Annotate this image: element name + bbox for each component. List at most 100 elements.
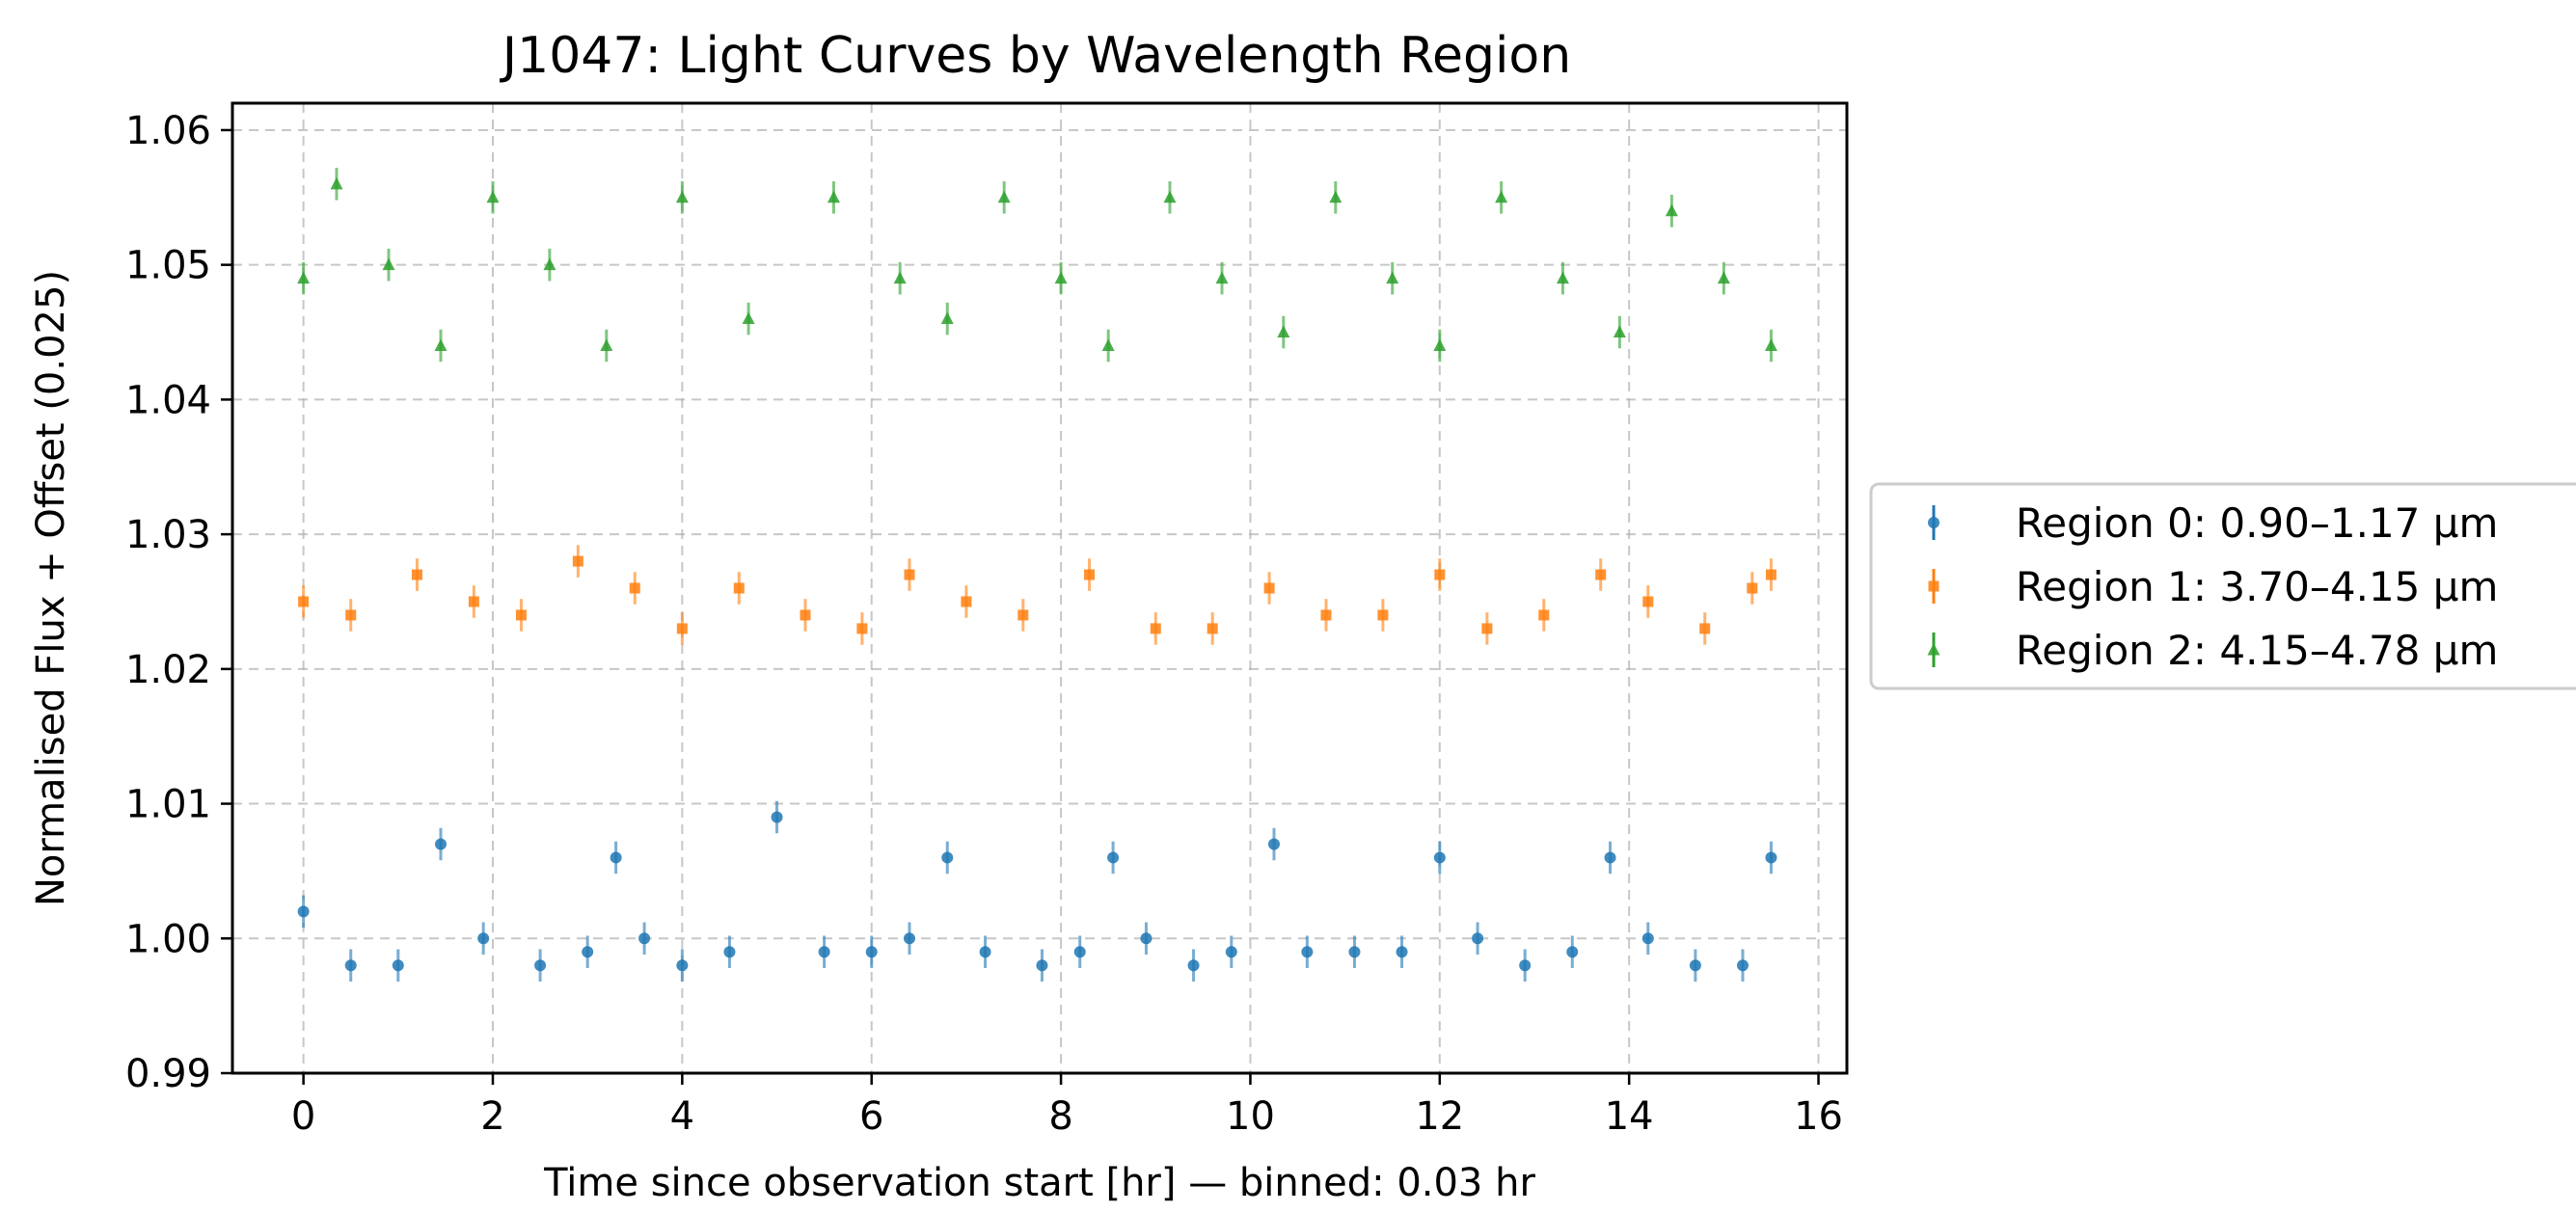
data-point [1225,946,1237,958]
data-point [1073,946,1086,958]
data-point [629,582,640,594]
data-point [1595,569,1607,580]
data-point [1433,338,1447,351]
data-point [1107,851,1120,864]
data-point [676,623,688,634]
data-point [1187,959,1200,972]
data-point [1689,959,1701,972]
data-point [468,596,479,607]
data-point [742,311,755,325]
y-tick-label: 1.05 [125,244,211,288]
data-point [1613,325,1626,338]
y-tick-label: 1.01 [125,783,211,827]
data-point [610,851,622,864]
x-tick-label: 0 [291,1094,315,1139]
data-point [572,555,583,567]
x-axis: 0 2 4 6 8 10 12 14 16 [291,1073,1843,1139]
data-point [893,271,907,284]
data-point [1140,932,1152,945]
data-point [1263,582,1275,594]
y-tick-label: 1.02 [125,648,211,692]
legend-box [1869,482,2576,690]
x-tick-label: 8 [1048,1094,1072,1139]
chart-title: J1047: Light Curves by Wavelength Region [500,27,1571,85]
series-1 [298,545,1776,645]
data-point [1386,271,1399,284]
data-point [1301,946,1314,958]
data-point [904,932,915,945]
data-point [979,946,991,958]
data-point [1434,569,1446,580]
data-point [344,959,357,972]
data-point [543,257,556,271]
data-point [941,851,954,864]
data-point [1642,596,1654,607]
y-tick-label: 1.06 [125,109,211,153]
data-point [486,190,500,203]
data-point [1481,623,1493,634]
legend-label-2: Region 2: 4.15–4.78 μm [2016,627,2498,674]
data-point [1268,838,1280,850]
data-point [1604,851,1616,864]
data-point [1538,609,1550,621]
data-point [1396,946,1408,958]
data-point [411,569,422,580]
data-point [382,257,395,271]
data-point [904,569,915,580]
data-point [1207,623,1218,634]
data-point [1717,271,1730,284]
series-2 [297,168,1777,363]
x-tick-label: 14 [1605,1094,1654,1139]
data-point [827,190,840,203]
data-point [345,609,357,621]
data-point [1150,623,1161,634]
data-point [330,176,343,190]
data-point [961,596,972,607]
data-point [1163,190,1177,203]
data-point [1495,190,1508,203]
data-point [856,623,868,634]
data-point [1556,271,1569,284]
x-axis-label: Time since observation start [hr] — binn… [543,1161,1535,1205]
data-point [1747,582,1758,594]
data-point [723,946,736,958]
legend-marker-2 [1927,643,1940,656]
y-axis-label: Normalised Flux + Offset (0.025) [29,270,73,906]
data-point [600,338,613,351]
y-tick-label: 1.03 [125,513,211,557]
y-tick-label: 0.99 [125,1052,211,1096]
legend-entries: Region 0: 0.90–1.17 μm Region 1: 3.70–4.1… [1927,499,2498,674]
x-tick-label: 4 [670,1094,694,1139]
data-point [434,338,447,351]
data-point [676,959,689,972]
legend-marker-0 [1928,517,1939,528]
data-point [675,190,689,203]
data-point [1472,932,1484,945]
y-tick-label: 1.00 [125,917,211,961]
data-point [515,609,527,621]
plot-frame [230,101,1849,1075]
data-point [1101,338,1115,351]
data-point [1320,609,1332,621]
data-point [733,582,745,594]
data-point [1641,932,1654,945]
plot-area [230,101,1849,1075]
data-point [1433,851,1446,864]
data-point [771,811,783,823]
legend: Region 0: 0.90–1.17 μm Region 1: 3.70–4.1… [1869,482,2576,690]
data-point [1036,959,1048,972]
y-tick-label: 1.04 [125,378,211,422]
data-point [997,190,1011,203]
data-point [582,946,594,958]
data-point [865,946,878,958]
x-tick-label: 10 [1226,1094,1275,1139]
x-tick-label: 12 [1415,1094,1464,1139]
x-tick-label: 2 [480,1094,504,1139]
data-point [392,959,404,972]
data-point [1277,325,1290,338]
data-point [1737,959,1749,972]
data-point [1665,203,1678,217]
data-point [818,946,830,958]
data-point [1519,959,1532,972]
